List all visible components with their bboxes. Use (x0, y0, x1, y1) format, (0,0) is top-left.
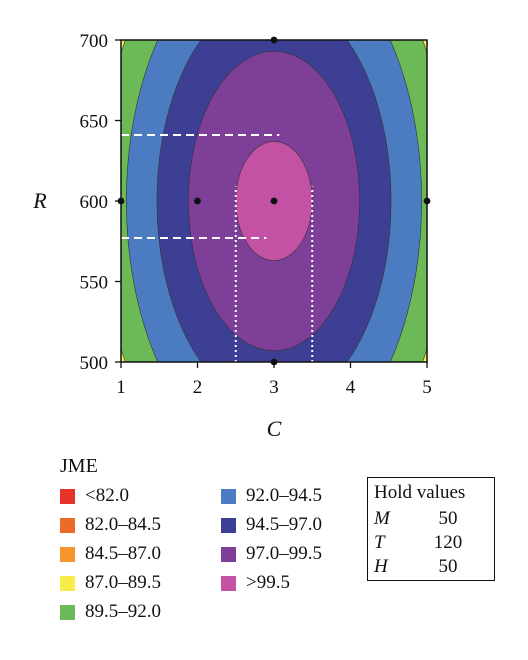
legend-swatch (60, 517, 75, 533)
legend-item: 97.0–99.5 (221, 540, 322, 568)
legend-item: <82.0 (60, 482, 129, 510)
y-tick-label: 550 (80, 273, 109, 294)
hold-value: 50 (438, 508, 458, 529)
legend-item: 84.5–87.0 (60, 540, 161, 568)
legend-item: 92.0–94.5 (221, 482, 322, 510)
x-axis-title: C (267, 416, 282, 441)
y-axis: 500 550 600 650 700 (80, 31, 121, 374)
hold-value: 50 (438, 556, 458, 577)
legend-swatch (60, 488, 75, 504)
hold-row-t: T 120 (374, 532, 490, 556)
x-tick-label: 3 (269, 377, 279, 398)
legend-label: 94.5–97.0 (246, 514, 322, 535)
legend-item: 89.5–92.0 (60, 598, 161, 626)
legend-item: >99.5 (221, 569, 290, 597)
legend-label: >99.5 (246, 572, 290, 593)
hold-name: M (374, 508, 390, 529)
legend-item: 87.0–89.5 (60, 569, 161, 597)
legend-swatch (221, 575, 236, 591)
legend-label: 84.5–87.0 (85, 543, 161, 564)
contour-plot: 1 2 3 4 5 500 550 600 650 700 C R (32, 31, 432, 441)
x-tick-label: 4 (346, 377, 356, 398)
hold-row-h: H 50 (374, 556, 490, 580)
legend-item: 94.5–97.0 (221, 511, 322, 539)
y-tick-label: 650 (80, 112, 109, 133)
legend-label: 89.5–92.0 (85, 601, 161, 622)
legend-swatch (60, 604, 75, 620)
y-axis-title: R (32, 188, 47, 213)
legend-swatch (221, 546, 236, 562)
x-tick-label: 1 (116, 377, 126, 398)
hold-value: 120 (433, 532, 463, 553)
hold-row-m: M 50 (374, 508, 490, 532)
hold-name: H (374, 556, 388, 577)
x-tick-label: 2 (193, 377, 203, 398)
legend-label: <82.0 (85, 485, 129, 506)
y-tick-label: 700 (80, 31, 109, 52)
legend-title: JME (60, 455, 98, 477)
guide-lines (121, 133, 314, 362)
legend-swatch (60, 575, 75, 591)
design-point (270, 197, 278, 205)
legend-swatch (221, 517, 236, 533)
legend-label: 87.0–89.5 (85, 572, 161, 593)
legend: <82.0 82.0–84.5 84.5–87.0 87.0–89.5 89.5–92.… (60, 482, 360, 632)
legend-item: 82.0–84.5 (60, 511, 161, 539)
legend-swatch (60, 546, 75, 562)
hold-values-box: Hold values M 50 T 120 H 50 (367, 477, 495, 581)
x-tick-label: 5 (422, 377, 432, 398)
legend-label: 97.0–99.5 (246, 543, 322, 564)
hold-name: T (374, 532, 385, 553)
hold-values-title: Hold values (374, 482, 466, 503)
legend-label: 82.0–84.5 (85, 514, 161, 535)
y-tick-label: 600 (80, 192, 109, 213)
legend-swatch (221, 488, 236, 504)
y-tick-label: 500 (80, 353, 109, 374)
design-point (194, 197, 201, 205)
legend-label: 92.0–94.5 (246, 485, 322, 506)
x-axis: 1 2 3 4 5 (116, 362, 432, 398)
